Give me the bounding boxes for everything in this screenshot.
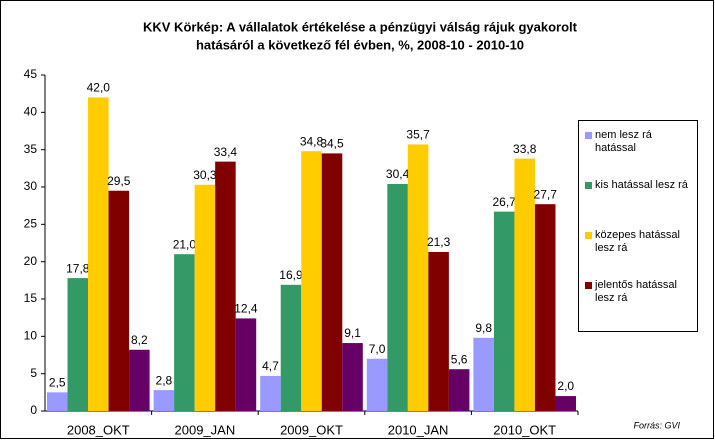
bar [235,318,257,411]
y-tick-label: 30 [24,179,38,193]
data-label: 2,5 [49,376,66,390]
y-tick-label: 35 [24,142,38,156]
data-label: 33,4 [214,145,238,159]
bar [428,251,449,411]
x-tick-label: 2009_OKT [280,422,343,437]
legend: nem lesz rá hatással kis hatással lesz rá… [578,120,698,332]
bar [493,211,515,411]
data-label: 4,7 [262,359,279,373]
bar [366,358,388,411]
y-tick-label: 0 [30,403,37,417]
data-label: 34,8 [300,134,324,148]
legend-item: jelentős hatással lesz rá [585,279,695,305]
bar [260,375,281,411]
bar [174,254,195,411]
data-label: 21,3 [427,235,451,249]
chart-subtitle: hatásáról a következő fél évben, %, 2008… [196,37,524,52]
bar [88,97,109,412]
data-label: 30,3 [193,168,217,182]
legend-label: nem lesz rá hatással [595,129,652,154]
data-label: 34,5 [320,137,344,151]
data-label: 9,8 [475,321,492,335]
data-label: 42,0 [87,81,111,95]
bar [555,396,576,411]
y-tick-label: 25 [24,217,38,231]
bar [534,204,556,411]
data-label: 7,0 [369,342,386,356]
source-note: Forrás: GVI [633,420,680,430]
bar [129,349,150,411]
bar [387,184,408,411]
chart-title: KKV Körkép: A vállalatok értékelése a pé… [143,19,578,34]
bar [47,392,68,411]
data-label: 17,8 [66,261,90,275]
legend-label: jelentős hatással lesz rá [595,279,677,304]
bar [407,144,429,411]
data-label: 12,4 [234,302,258,316]
data-label: 27,7 [534,187,558,201]
y-tick-label: 10 [24,329,38,343]
legend-item: közepes hatással lesz rá [585,229,695,255]
legend-label: közepes hatással lesz rá [595,229,680,254]
data-label: 33,8 [513,142,537,156]
y-tick-label: 45 [24,67,38,81]
data-label: 16,9 [279,268,303,282]
bar [321,153,343,411]
data-label: 21,0 [173,237,197,251]
bar [514,158,535,411]
bar [280,284,302,411]
legend-swatch [585,282,592,289]
bar [473,337,494,411]
bar [67,278,89,411]
y-tick-label: 5 [30,366,37,380]
data-label: 26,7 [493,195,517,209]
bar [215,161,236,411]
bar [153,390,175,411]
data-label: 8,2 [131,333,148,347]
y-tick-label: 40 [24,105,38,119]
data-label: 29,5 [107,174,131,188]
bar [108,190,130,411]
data-label: 9,1 [344,326,361,340]
data-label: 2,8 [156,373,173,387]
bar [448,369,470,411]
y-tick-label: 20 [24,254,38,268]
x-tick-label: 2008_OKT [67,422,130,437]
legend-label: kis hatással lesz rá [595,179,688,191]
bar [342,343,363,411]
legend-swatch [585,132,592,139]
legend-swatch [585,182,592,189]
x-tick-label: 2009_JAN [175,422,236,437]
legend-item: kis hatással lesz rá [585,179,695,192]
legend-swatch [585,232,592,239]
data-label: 30,4 [386,167,410,181]
x-tick-label: 2010_JAN [388,422,449,437]
x-tick-label: 2010_OKT [493,422,556,437]
y-tick-label: 15 [24,291,38,305]
data-label: 2,0 [557,379,574,393]
legend-item: nem lesz rá hatással [585,129,695,155]
data-label: 5,6 [451,352,468,366]
bar [194,184,216,411]
bar [301,151,322,411]
data-label: 35,7 [406,128,430,142]
